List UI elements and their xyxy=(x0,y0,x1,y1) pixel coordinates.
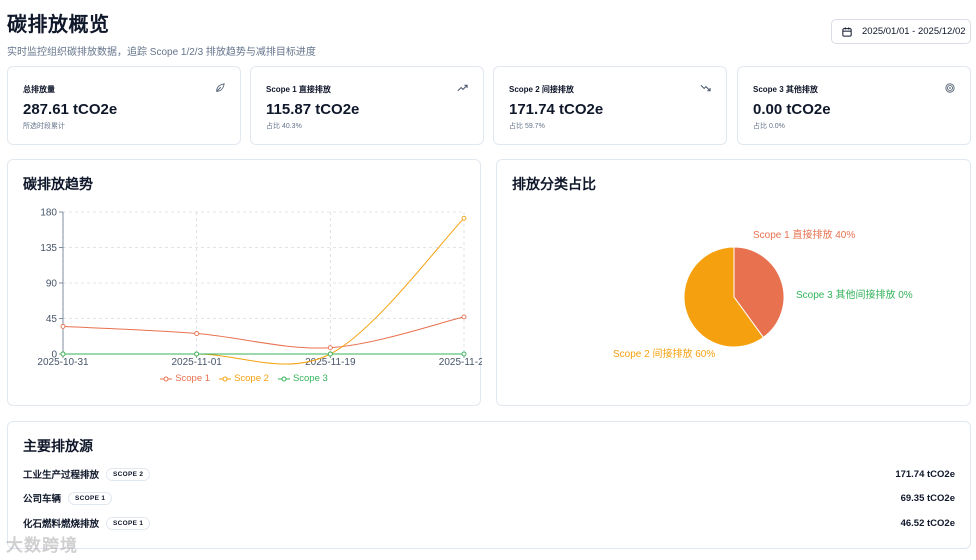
watermark-logo: 大数跨境 xyxy=(6,536,78,555)
page-title: 碳排放概览 xyxy=(7,14,110,36)
list-item[interactable]: 化石燃料燃烧排放 SCOPE 1 46.52 tCO2e xyxy=(23,514,955,532)
legend-item-scope1[interactable]: Scope 1 xyxy=(160,373,210,384)
legend-item-scope2[interactable]: Scope 2 xyxy=(219,373,269,384)
data-point-scope1 xyxy=(60,323,66,329)
calendar-icon xyxy=(842,26,852,37)
y-tick-label: 135 xyxy=(40,243,57,254)
series-line-scope2 xyxy=(62,217,465,365)
stat-value: 115.87 tCO2e xyxy=(266,101,360,118)
trend-legend: Scope 1 Scope 2 Scope 3 xyxy=(8,373,480,384)
y-tick-label: 0 xyxy=(51,350,57,361)
scope-badge: SCOPE 2 xyxy=(106,467,151,481)
source-name: 公司车辆 xyxy=(23,494,62,505)
stat-card-scope1: Scope 1 直接排放 115.87 tCO2e 占比 40.3% xyxy=(250,66,484,145)
stat-subtext: 占比 40.3% xyxy=(266,123,302,130)
scope-badge: SCOPE 1 xyxy=(106,516,151,530)
data-point-scope1 xyxy=(194,331,200,336)
legend-label: Scope 1 xyxy=(175,373,211,384)
data-point-scope3 xyxy=(60,351,66,357)
pie-label-3: Scope 3 其他间接排放 0% xyxy=(796,288,913,301)
data-point-scope1 xyxy=(461,314,467,320)
stat-card-total: 总排放量 287.61 tCO2e 所选时段累计 xyxy=(7,66,241,145)
stat-title: Scope 3 其他排放 xyxy=(753,85,818,94)
x-tick-label: 2025-11-01 xyxy=(171,357,222,368)
date-range-picker[interactable]: 2025/01/01 - 2025/12/02 xyxy=(831,19,971,44)
source-value: 171.74 tCO2e xyxy=(895,468,955,480)
pie-label-1: Scope 1 直接排放 40% xyxy=(753,228,855,241)
stat-title: Scope 2 间接排放 xyxy=(509,85,574,94)
series-line-scope1 xyxy=(62,316,465,349)
stat-value: 171.74 tCO2e xyxy=(509,101,604,118)
x-tick-label: 2025-11-28 xyxy=(439,357,482,368)
source-name: 化石燃料燃烧排放 xyxy=(23,519,100,530)
target-icon xyxy=(945,83,955,93)
breakdown-chart-card: 排放分类占比 Scope 1 直接排放 40% Scope 2 间接排放 60% S… xyxy=(496,159,971,406)
y-tick-label: 180 xyxy=(40,208,57,219)
stat-subtext: 所选时段累计 xyxy=(23,123,65,130)
list-item[interactable]: 公司车辆 SCOPE 1 69.35 tCO2e xyxy=(23,489,955,507)
pie-slice-2 xyxy=(683,246,765,348)
source-name: 工业生产过程排放 xyxy=(23,470,100,481)
source-value: 46.52 tCO2e xyxy=(900,517,955,529)
data-point-scope2 xyxy=(461,215,467,221)
emission-sources-title: 主要排放源 xyxy=(23,438,93,454)
stat-subtext: 占比 0.0% xyxy=(753,123,785,130)
trend-line-chart: 0 45 90 135 180 2025-10-31 2025-11-01 2025-11-1… xyxy=(37,208,482,369)
data-point-scope3 xyxy=(194,351,200,357)
data-point-scope3 xyxy=(461,351,467,357)
stat-subtext: 占比 59.7% xyxy=(509,123,545,130)
trend-chart-card: 碳排放趋势 0 45 90 135 180 2025-10-31 2025-11-01 202… xyxy=(7,159,482,406)
breakdown-chart-title: 排放分类占比 xyxy=(512,176,596,192)
legend-label: Scope 2 xyxy=(234,373,269,384)
page-subtitle: 实时监控组织碳排放数据，追踪 Scope 1/2/3 排放趋势与减排目标进度 xyxy=(7,47,316,58)
x-tick-label: 2025-10-31 xyxy=(37,357,89,368)
stat-value: 287.61 tCO2e xyxy=(23,101,118,118)
y-tick-label: 90 xyxy=(46,279,58,290)
stat-card-scope3: Scope 3 其他排放 0.00 tCO2e 占比 0.0% xyxy=(737,66,971,145)
pie-slice-1 xyxy=(733,246,785,339)
breakdown-pie-chart: Scope 1 直接排放 40% Scope 2 间接排放 60% Scope 3 … xyxy=(613,228,913,360)
trending-down-icon xyxy=(700,84,711,92)
list-item[interactable]: 工业生产过程排放 SCOPE 2 171.74 tCO2e xyxy=(23,465,955,483)
data-point-scope1 xyxy=(327,345,333,351)
source-value: 69.35 tCO2e xyxy=(900,492,955,504)
x-tick-label: 2025-11-19 xyxy=(305,357,356,368)
page-header: 碳排放概览 实时监控组织碳排放数据，追踪 Scope 1/2/3 排放趋势与减排… xyxy=(7,8,316,58)
legend-label: Scope 3 xyxy=(292,373,328,384)
pie-label-2: Scope 2 间接排放 60% xyxy=(613,347,715,360)
data-point-scope3 xyxy=(327,351,333,357)
stat-title: Scope 1 直接排放 xyxy=(266,85,331,94)
stat-title: 总排放量 xyxy=(23,85,55,94)
stat-card-scope2: Scope 2 间接排放 171.74 tCO2e 占比 59.7% xyxy=(493,66,727,145)
date-range-label: 2025/01/01 - 2025/12/02 xyxy=(862,26,966,37)
trend-chart-title: 碳排放趋势 xyxy=(23,176,93,192)
y-tick-label: 45 xyxy=(46,314,58,325)
emission-sources-card: 主要排放源 工业生产过程排放 SCOPE 2 171.74 tCO2e 公司车辆… xyxy=(7,421,971,549)
legend-item-scope3[interactable]: Scope 3 xyxy=(277,373,328,384)
trending-up-icon xyxy=(457,84,468,92)
leaf-icon xyxy=(216,83,225,92)
scope-badge: SCOPE 1 xyxy=(68,491,113,505)
stat-value: 0.00 tCO2e xyxy=(753,101,831,118)
